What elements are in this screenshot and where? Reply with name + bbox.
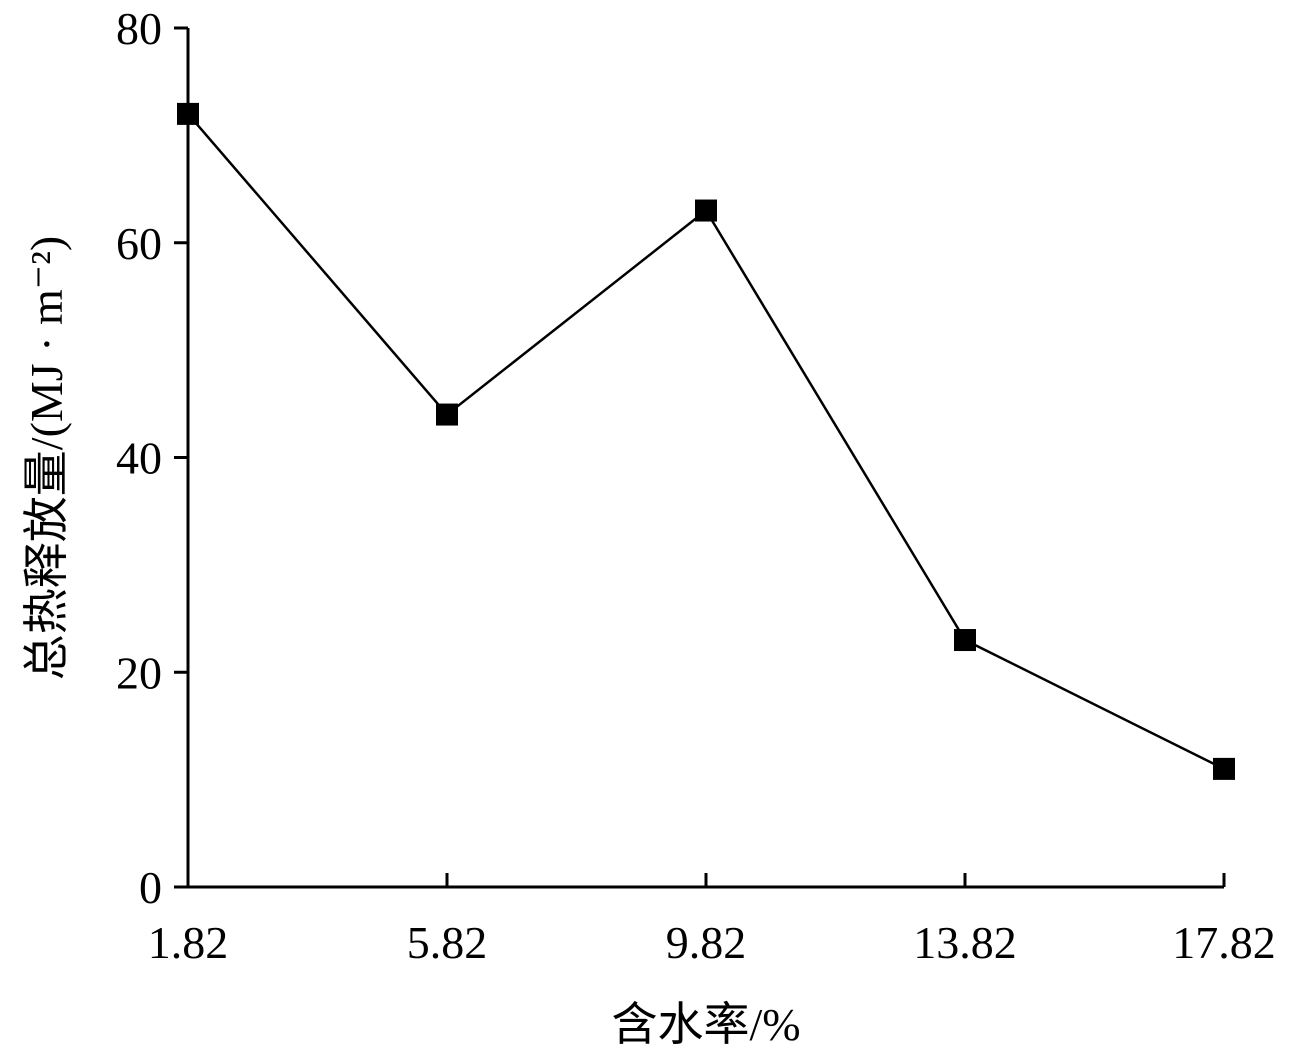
x-axis-label: 含水率/% <box>611 999 800 1050</box>
y-tick-label: 40 <box>116 433 162 484</box>
y-ticks: 0 20 40 60 80 <box>116 3 188 913</box>
data-point-marker <box>177 102 199 125</box>
y-tick-label: 20 <box>116 647 162 698</box>
y-tick-label: 0 <box>139 862 162 913</box>
x-tick-label: 17.82 <box>1172 917 1276 968</box>
data-markers <box>177 102 1235 780</box>
x-tick-label: 5.82 <box>407 917 488 968</box>
y-tick-label: 60 <box>116 218 162 269</box>
axes <box>186 28 1224 889</box>
y-tick-label: 80 <box>116 3 162 54</box>
x-tick-label: 13.82 <box>913 917 1017 968</box>
data-point-marker <box>436 403 458 426</box>
x-tick-label: 1.82 <box>148 917 229 968</box>
data-point-marker <box>1213 757 1235 780</box>
data-point-marker <box>695 199 717 222</box>
x-tick-label: 9.82 <box>666 917 747 968</box>
data-point-marker <box>954 629 976 652</box>
x-ticks: 1.82 5.82 9.82 13.82 17.82 <box>148 873 1276 968</box>
y-axis-label: 总热释放量/(MJ · m⁻²) <box>21 236 72 680</box>
